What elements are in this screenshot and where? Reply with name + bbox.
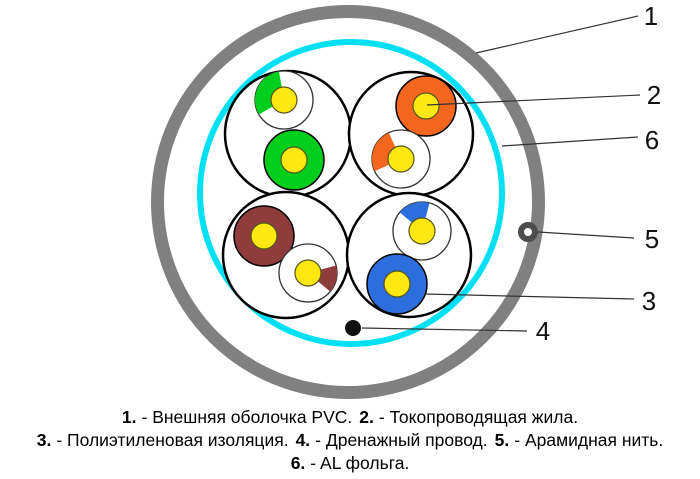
legend-item-2: 2. - Токопроводящая жила. [359,406,578,429]
callout-line-5 [537,231,635,239]
wire-orange-white-striped [371,129,431,189]
legend-item-number: 5. [494,430,510,450]
wire-orange-solid [395,75,457,137]
wire-blue-solid [366,253,428,315]
legend-item-text: - Полиэтиленовая изоляция. [56,430,289,450]
legend-line-3: 6. - AL фольга. [0,452,700,475]
pair-blue [345,191,473,319]
conductor-core [250,222,278,250]
callout-line-6 [501,136,639,147]
conductor-core [412,92,440,120]
legend: 1. - Внешняя оболочка PVC. 2. - Токопровод… [0,406,700,475]
legend-item-1: 1. - Внешняя оболочка PVC. [122,406,352,429]
legend-item-number: 3. [36,430,52,450]
conductor-core [387,145,415,173]
conductor-core [280,146,308,174]
conductor-core [294,259,322,287]
callout-line-2 [426,94,641,106]
pair-green [223,69,353,199]
legend-item-3: 3. - Полиэтиленовая изоляция. [37,429,289,452]
callout-label-5: 5 [645,224,659,254]
wire-blue-white-striped [392,201,452,261]
legend-item-number: 4. [295,430,311,450]
callout-line-1 [475,15,639,54]
wire-brown-solid [233,205,295,267]
legend-item-number: 6. [290,453,306,473]
drain-wire-dot [345,320,361,336]
legend-item-text: - Арамидная нить. [514,430,664,450]
legend-item-6: 6. - AL фольга. [291,452,410,475]
legend-line-2: 3. - Полиэтиленовая изоляция. 4. - Дренажн… [0,429,700,452]
callout-label-2: 2 [647,80,661,110]
callout-label-4: 4 [536,316,550,346]
aramid-thread-ring [518,222,538,242]
conductor-core [270,86,298,114]
wire-brown-white-striped [278,243,338,303]
legend-item-text: - Дренажный провод. [315,430,488,450]
callout-line-3 [423,293,635,300]
pair-orange [347,70,475,198]
wire-green-solid [263,129,325,191]
callout-line-4 [361,327,528,332]
callout-label-1: 1 [644,1,658,31]
outer-sheath-ring [151,5,545,399]
legend-item-number: 1. [121,407,137,427]
callout-label-3: 3 [642,286,656,316]
callout-label-6: 6 [645,125,659,155]
conductor-core [383,270,411,298]
legend-line-1: 1. - Внешняя оболочка PVC. 2. - Токопровод… [0,406,700,429]
legend-item-number: 2. [359,407,374,427]
pair-brown [221,190,351,320]
legend-item-4: 4. - Дренажный провод. [296,429,488,452]
conductor-core [408,217,436,245]
legend-item-text: - Внешняя оболочка PVC. [141,407,353,427]
legend-item-text: - Токопроводящая жила. [378,407,579,427]
legend-item-5: 5. - Арамидная нить. [495,429,664,452]
cable-cross-section-diagram: 1 2 6 5 3 4 [151,1,661,399]
wire-green-white-striped [254,70,314,130]
legend-item-text: - AL фольга. [310,453,410,473]
al-foil-ring [197,39,505,347]
